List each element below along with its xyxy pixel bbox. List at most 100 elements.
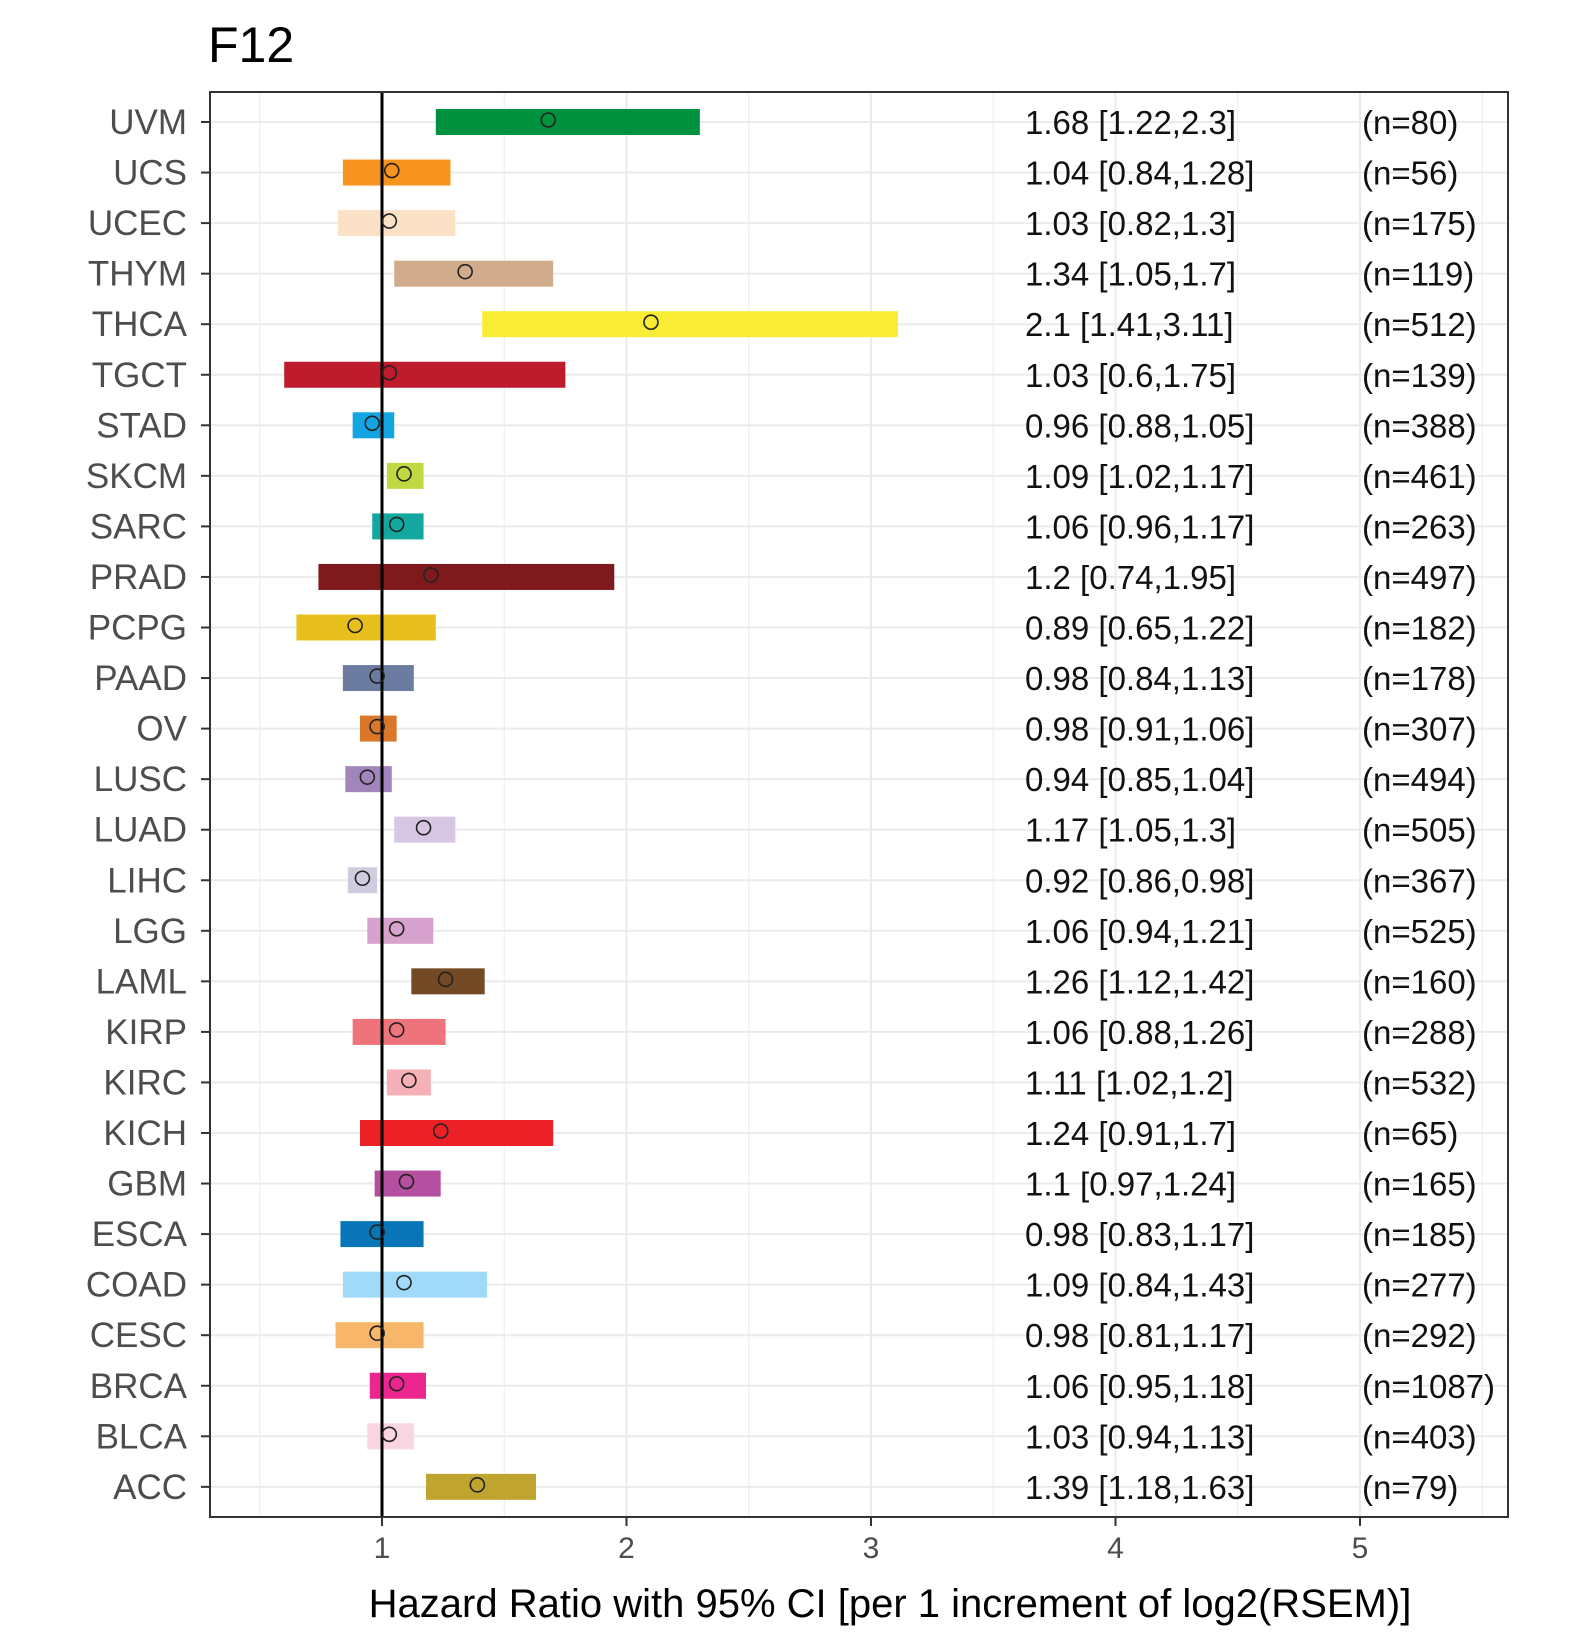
x-tick-label: 3 <box>863 1532 880 1565</box>
hr-point-brca <box>388 1375 405 1392</box>
y-tick-label: ESCA <box>92 1215 188 1254</box>
hr-point-sarc <box>388 516 405 533</box>
axes: UVM UCS UCEC THYM THCA TGCT STAD SKCM SARC PRAD PC… <box>86 103 1368 1565</box>
ci-text: 1.26 [1.12,1.42] <box>1025 963 1254 1000</box>
n-text: (n=79) <box>1362 1469 1458 1506</box>
ci-text: 1.06 [0.96,1.17] <box>1025 508 1254 545</box>
hr-points <box>347 112 659 1493</box>
n-text: (n=497) <box>1362 559 1477 596</box>
n-text: (n=388) <box>1362 407 1477 444</box>
hr-point-uvm <box>540 112 557 128</box>
n-text: (n=263) <box>1362 508 1477 545</box>
y-tick-label: THCA <box>92 305 188 344</box>
ci-text: 0.96 [0.88,1.05] <box>1025 407 1254 444</box>
n-text: (n=403) <box>1362 1418 1477 1455</box>
y-tick-label: UVM <box>109 103 187 142</box>
n-text: (n=178) <box>1362 660 1477 697</box>
ci-text: 1.1 [0.97,1.24] <box>1025 1166 1236 1203</box>
ci-text: 1.34 [1.05,1.7] <box>1025 256 1236 293</box>
hr-point-cesc <box>369 1325 385 1341</box>
n-text: (n=525) <box>1362 913 1477 950</box>
ci-text: 1.03 [0.82,1.3] <box>1025 205 1236 242</box>
n-text: (n=532) <box>1362 1064 1477 1101</box>
hr-point-lgg <box>388 920 405 937</box>
ci-text: 1.06 [0.88,1.26] <box>1025 1014 1254 1051</box>
x-tick-label: 4 <box>1107 1532 1124 1565</box>
n-text: (n=56) <box>1362 155 1458 192</box>
hr-point-skcm <box>396 466 412 482</box>
hr-point-luad <box>415 819 432 836</box>
y-tick-label: LIHC <box>107 861 187 900</box>
annotations: 1.68 [1.22,2.3] (n=80) 1.04 [0.84,1.28] (n=… <box>1025 104 1495 1506</box>
n-text: (n=182) <box>1362 610 1477 647</box>
ci-text: 0.98 [0.91,1.06] <box>1025 711 1254 748</box>
plot-panel <box>210 92 1508 1517</box>
y-tick-label: STAD <box>96 406 187 445</box>
n-text: (n=119) <box>1362 256 1474 293</box>
n-text: (n=288) <box>1362 1014 1477 1051</box>
ci-text: 1.2 [0.74,1.95] <box>1025 559 1236 596</box>
ci-text: 1.09 [0.84,1.43] <box>1025 1267 1254 1304</box>
ci-bar-thca <box>482 311 898 338</box>
grid-lines <box>210 92 1508 1517</box>
hr-point-laml <box>437 971 454 988</box>
y-tick-label: KIRC <box>103 1063 187 1102</box>
ci-text: 0.98 [0.83,1.17] <box>1025 1216 1254 1253</box>
hr-point-kirc <box>401 1072 417 1089</box>
hr-point-ov <box>369 718 385 735</box>
ci-text: 2.1 [1.41,3.11] <box>1025 306 1234 343</box>
x-tick-label: 5 <box>1352 1532 1369 1565</box>
ci-text: 0.98 [0.84,1.13] <box>1025 660 1254 697</box>
ci-text: 1.09 [1.02,1.17] <box>1025 458 1254 495</box>
hr-point-thym <box>457 263 473 280</box>
ci-text: 1.04 [0.84,1.28] <box>1025 155 1254 192</box>
ci-bar-kich <box>359 1120 554 1146</box>
ci-text: 1.24 [0.91,1.7] <box>1025 1115 1236 1152</box>
ci-bar-coad <box>342 1271 488 1298</box>
ci-bar-ucs <box>342 159 451 186</box>
y-tick-label: BRCA <box>90 1367 188 1406</box>
y-tick-label: LUAD <box>94 811 187 850</box>
y-tick-label: ACC <box>113 1468 187 1507</box>
hr-point-thca <box>643 314 659 331</box>
ci-bar-uvm <box>435 109 700 135</box>
y-tick-label: LUSC <box>94 760 187 799</box>
n-text: (n=461) <box>1362 458 1477 495</box>
y-tick-label: GBM <box>107 1165 187 1204</box>
ci-text: 0.92 [0.86,0.98] <box>1025 862 1254 899</box>
y-tick-label: OV <box>136 710 187 749</box>
ci-text: 0.98 [0.81,1.17] <box>1025 1317 1254 1354</box>
hr-point-coad <box>396 1274 412 1291</box>
ci-text: 1.17 [1.05,1.3] <box>1025 812 1236 849</box>
hr-point-tgct <box>381 364 398 381</box>
chart-title: F12 <box>208 17 294 73</box>
ci-bar-thym <box>394 260 554 287</box>
y-tick-label: THYM <box>88 255 187 294</box>
hr-point-ucs <box>383 162 400 179</box>
y-tick-label: SKCM <box>86 457 187 496</box>
hr-point-paad <box>369 668 385 684</box>
n-text: (n=1087) <box>1362 1368 1495 1405</box>
ci-bar-lgg <box>367 917 434 944</box>
hr-point-pcpg <box>347 617 363 634</box>
y-tick-label: PCPG <box>88 609 187 648</box>
hr-point-kirp <box>388 1022 405 1038</box>
ci-text: 0.89 [0.65,1.22] <box>1025 610 1254 647</box>
y-tick-label: CESC <box>90 1316 187 1355</box>
y-tick-label: PAAD <box>94 659 187 698</box>
x-tick-label: 1 <box>374 1532 391 1565</box>
n-text: (n=175) <box>1362 205 1477 242</box>
hr-point-kich <box>432 1123 449 1139</box>
y-tick-label: KICH <box>103 1114 187 1153</box>
y-tick-label: PRAD <box>90 558 187 597</box>
n-text: (n=185) <box>1362 1216 1477 1253</box>
ci-text: 1.03 [0.94,1.13] <box>1025 1418 1254 1455</box>
hr-point-lusc <box>359 769 376 785</box>
ci-bar-tgct <box>284 361 566 388</box>
y-tick-label: LGG <box>113 912 187 951</box>
ci-text: 1.06 [0.94,1.21] <box>1025 913 1254 950</box>
ci-text: 1.03 [0.6,1.75] <box>1025 357 1236 394</box>
n-text: (n=292) <box>1362 1317 1477 1354</box>
